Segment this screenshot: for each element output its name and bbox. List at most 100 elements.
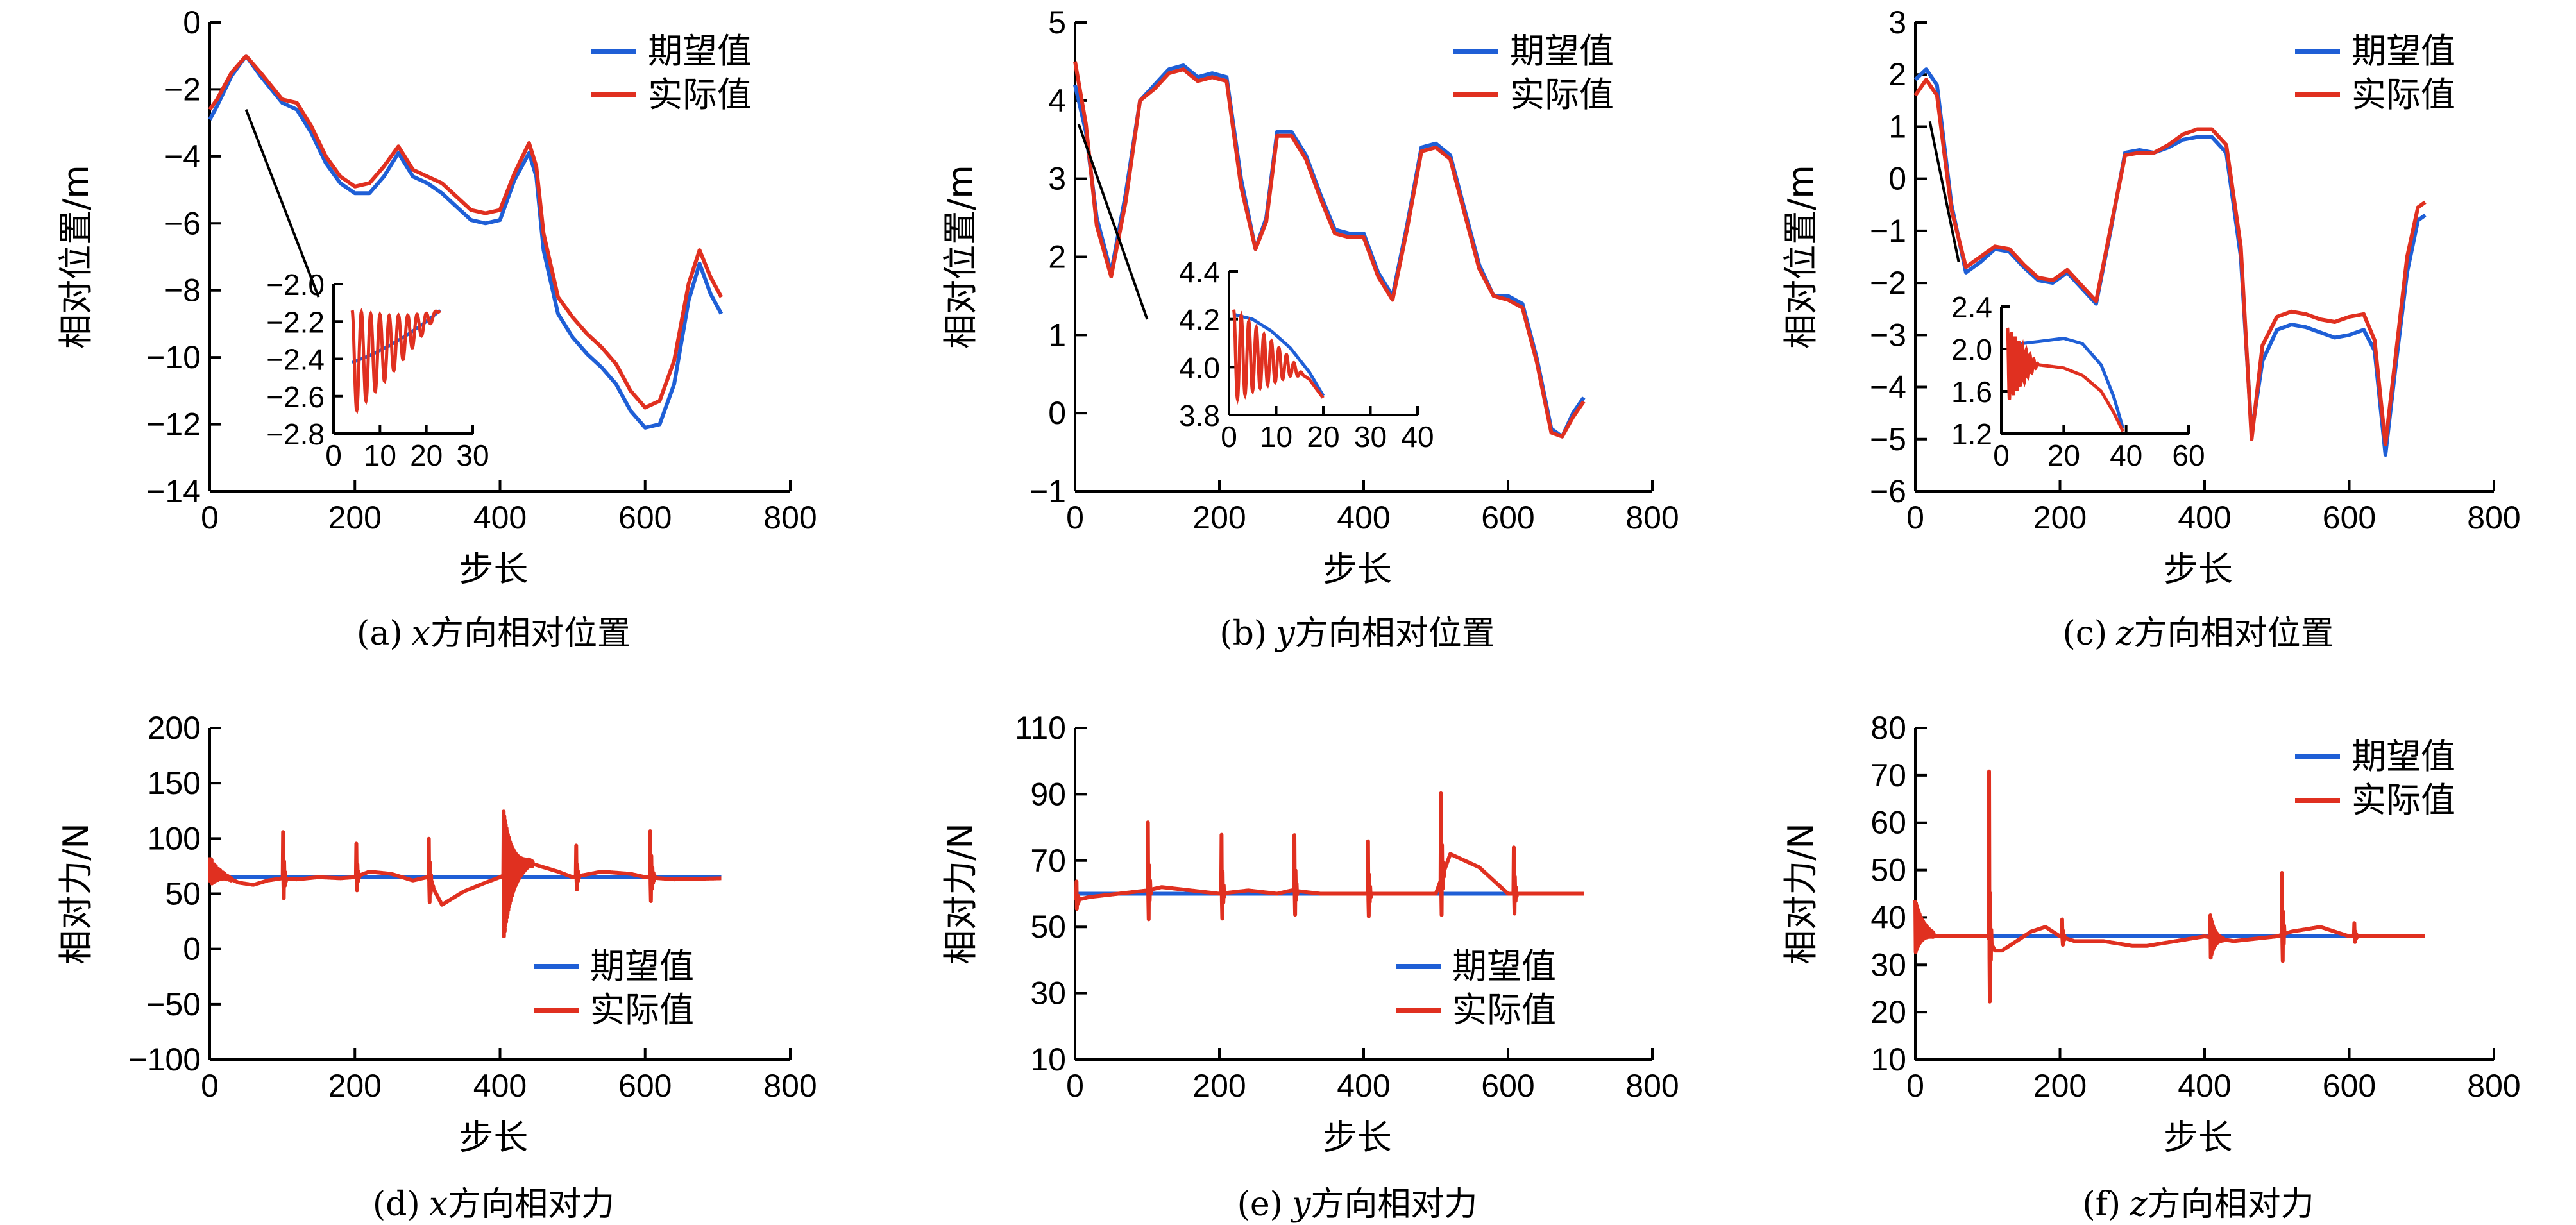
caption-prefix: (f) (2082, 1185, 2121, 1224)
x-tick-label: 200 (2033, 500, 2087, 536)
y-tick-label: 40 (1870, 899, 1906, 935)
inset-line-actual (350, 308, 441, 414)
x-tick-label: 600 (2323, 500, 2376, 536)
y-tick-label: 4 (1048, 83, 1066, 119)
x-tick-label: 600 (618, 500, 672, 536)
y-tick-label: −1 (1870, 213, 1906, 249)
x-tick-label: 800 (2467, 1068, 2520, 1104)
y-axis-label: 相对位置/m (56, 165, 96, 349)
caption-prefix: (d) (373, 1185, 420, 1224)
y-tick-label: 3 (1888, 4, 1906, 40)
x-tick-label: 0 (201, 500, 219, 536)
y-axis-label: 相对力/N (1781, 823, 1821, 965)
figure-caption: (a) x方向相对位置 (357, 614, 631, 653)
legend-label: 期望值 (1510, 31, 1614, 71)
y-axis-label: 相对力/N (56, 823, 96, 965)
x-axis-label: 步长 (2164, 549, 2233, 589)
caption-text: 方向相对位置 (430, 614, 631, 653)
inset-y-tick-label: 2.0 (1951, 333, 1992, 366)
caption-prefix: (a) (357, 614, 403, 653)
caption-variable: y (1291, 1185, 1311, 1224)
series-line-actual (208, 54, 724, 410)
y-tick-label: 30 (1030, 976, 1066, 1011)
x-axis-label: 步长 (459, 1117, 529, 1158)
inset-x-tick-label: 0 (1221, 420, 1237, 453)
legend-label: 实际值 (1452, 990, 1556, 1030)
series-line-actual (1913, 78, 2427, 446)
caption-text: 方向相对力 (448, 1185, 614, 1224)
y-tick-label: −4 (164, 139, 201, 174)
inset-y-tick-label: −2.6 (266, 380, 325, 414)
x-tick-label: 800 (763, 1068, 817, 1104)
y-tick-label: −14 (146, 473, 201, 509)
caption-variable: y (1275, 614, 1295, 653)
caption-text: 方向相对力 (2148, 1185, 2314, 1224)
x-tick-label: 200 (1192, 1068, 1246, 1104)
chart-panel-c: 0 200 400 600 800−6−5−4−3−2−10123步长相对位置/m期望值… (1781, 4, 2521, 653)
x-tick-label: 200 (328, 500, 382, 536)
y-tick-label: 0 (183, 4, 201, 40)
caption-variable: x (429, 1185, 448, 1224)
y-tick-label: 2 (1048, 239, 1066, 275)
inset-x-tick-label: 20 (2047, 439, 2080, 472)
inset-y-tick-label: 1.6 (1951, 375, 1992, 409)
inset-line-actual (1232, 309, 1325, 405)
y-tick-label: −1 (1030, 473, 1066, 509)
y-tick-label: 90 (1030, 776, 1066, 812)
figure-caption: (c) z方向相对位置 (2062, 614, 2334, 653)
y-tick-label: −100 (128, 1042, 201, 1077)
inset-chart: 0 20 40 60 1.2 1.6 2.0 2.4 (1951, 291, 2205, 472)
series-line-desired (208, 54, 724, 430)
y-tick-label: −6 (1870, 473, 1906, 509)
series-line-actual (1073, 791, 1586, 922)
x-tick-label: 600 (1481, 500, 1534, 536)
y-tick-label: −3 (1870, 317, 1906, 353)
legend-label: 期望值 (648, 31, 752, 71)
series-line-actual (1073, 61, 1586, 439)
inset-x-tick-label: 20 (1307, 420, 1339, 453)
legend-label: 实际值 (1510, 74, 1614, 115)
x-tick-label: 0 (201, 1068, 219, 1104)
y-tick-label: 5 (1048, 4, 1066, 40)
caption-text: 方向相对位置 (2134, 614, 2334, 653)
x-tick-label: 0 (1066, 500, 1084, 536)
y-tick-label: −12 (146, 407, 201, 443)
series-line-actual (208, 809, 723, 939)
y-tick-label: 70 (1870, 757, 1906, 793)
legend-label: 期望值 (2351, 736, 2455, 777)
legend-label: 实际值 (2351, 780, 2455, 820)
x-tick-label: 400 (473, 500, 527, 536)
y-tick-label: 3 (1048, 161, 1066, 197)
caption-prefix: (b) (1219, 614, 1267, 653)
y-tick-label: 70 (1030, 843, 1066, 879)
x-tick-label: 800 (1625, 500, 1679, 536)
y-tick-label: 0 (1048, 395, 1066, 431)
y-tick-label: −6 (164, 205, 201, 241)
x-tick-label: 400 (2178, 1068, 2231, 1104)
y-tick-label: 60 (1870, 805, 1906, 841)
x-tick-label: 0 (1066, 1068, 1084, 1104)
inset-line-actual (2006, 327, 2125, 432)
y-tick-label: −2 (164, 71, 201, 107)
y-tick-label: 2 (1888, 56, 1906, 92)
inset-x-tick-label: 40 (1401, 420, 1434, 453)
y-tick-label: 110 (1015, 710, 1066, 746)
zoom-pointer-line (244, 109, 320, 298)
caption-variable: z (2129, 1185, 2148, 1224)
caption-variable: x (412, 614, 430, 653)
legend-label: 实际值 (648, 74, 752, 115)
x-tick-label: 800 (1625, 1068, 1679, 1104)
y-tick-label: 10 (1870, 1042, 1906, 1077)
y-tick-label: −2 (1870, 265, 1906, 301)
y-tick-label: 50 (1030, 909, 1066, 945)
x-tick-label: 200 (328, 1068, 382, 1104)
legend-label: 期望值 (2351, 31, 2455, 71)
zoom-pointer-line (1928, 121, 1960, 263)
legend-label: 期望值 (590, 946, 694, 986)
inset-x-tick-label: 30 (1354, 420, 1387, 453)
series-line-actual (1913, 769, 2427, 1004)
inset-y-tick-label: 4.2 (1179, 303, 1220, 337)
y-tick-label: 150 (148, 765, 201, 801)
x-axis-label: 步长 (1323, 549, 1392, 589)
